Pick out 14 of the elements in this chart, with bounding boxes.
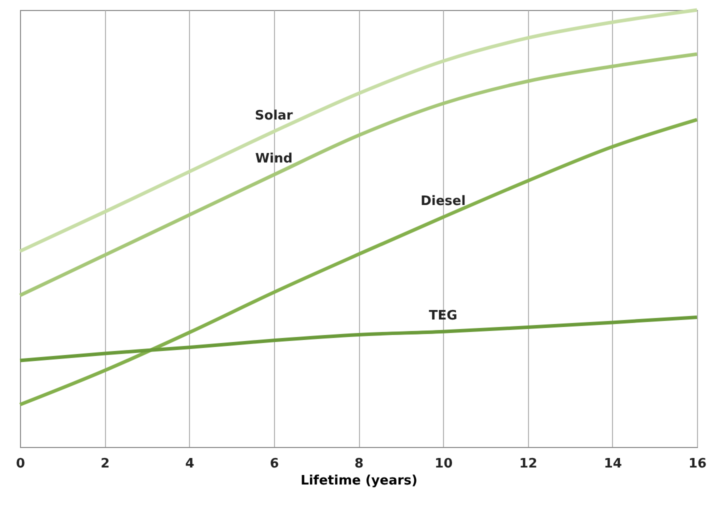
x-tick-label: 14 xyxy=(604,456,622,472)
x-axis-title: Lifetime (years) xyxy=(300,474,418,488)
x-tick-label: 4 xyxy=(185,456,194,472)
series-label: Diesel xyxy=(420,194,466,210)
x-tick-label: 6 xyxy=(270,456,279,472)
x-tick-label: 8 xyxy=(354,456,364,472)
series-label: Solar xyxy=(254,108,294,124)
x-tick-label: 12 xyxy=(519,456,538,472)
x-tick-label: 2 xyxy=(100,456,110,472)
x-tick-label: 16 xyxy=(688,456,707,472)
series-label: Wind xyxy=(255,152,293,167)
x-tick-label: 10 xyxy=(434,456,453,472)
series-label: TEG xyxy=(428,308,458,324)
x-tick-label: 0 xyxy=(16,456,26,472)
